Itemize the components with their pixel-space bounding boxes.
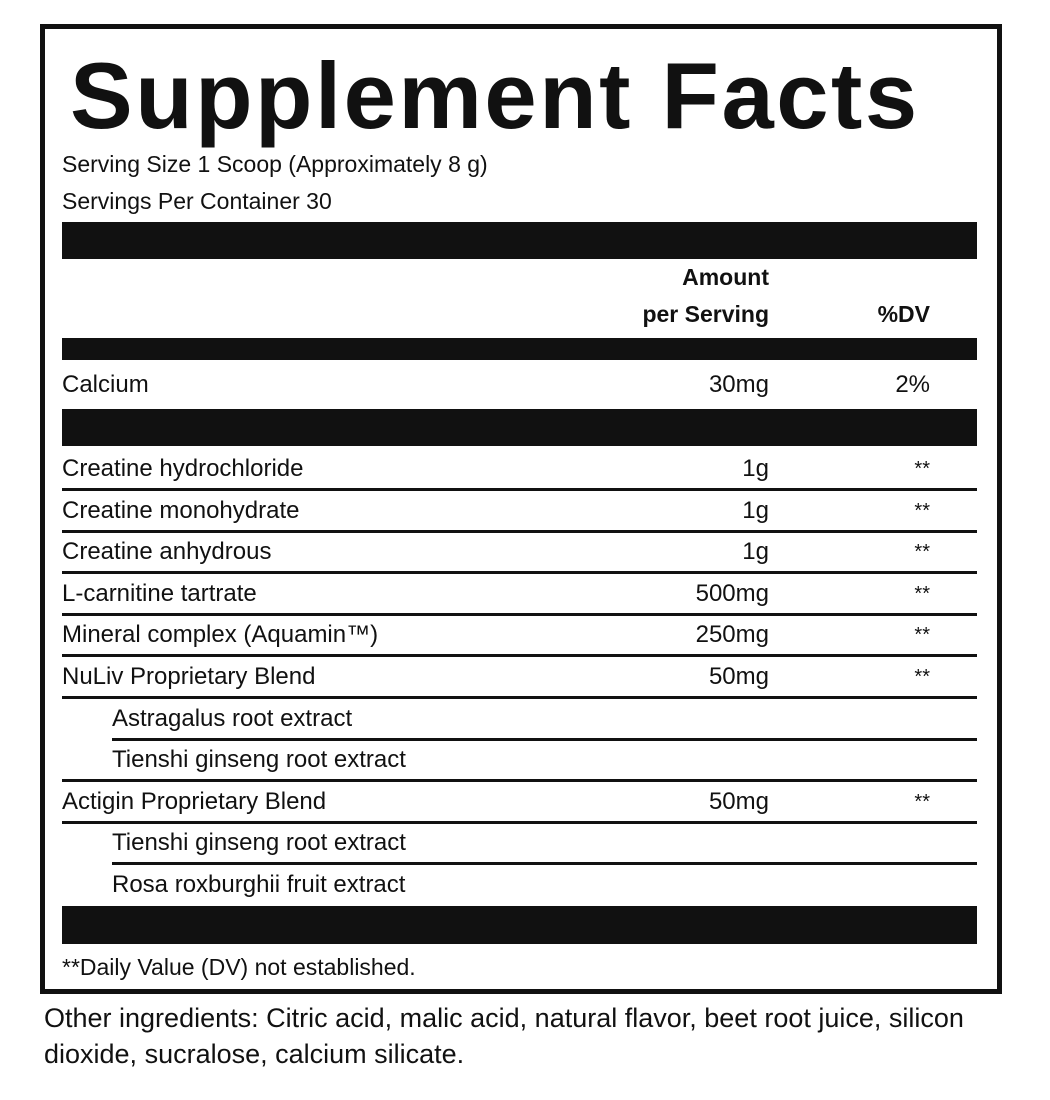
ingredient-dv: **	[914, 582, 930, 605]
ingredient-name: Actigin Proprietary Blend	[62, 787, 327, 815]
ingredient-amount: 50mg	[708, 787, 769, 815]
ingredient-dv: **	[914, 624, 930, 647]
ingredient-name: Rosa roxburghii fruit extract	[112, 871, 406, 898]
ingredient-row: Creatine monohydrate 1g **	[62, 491, 977, 533]
ingredient-row: Rosa roxburghii fruit extract	[62, 865, 977, 904]
ingredient-row: Tienshi ginseng root extract	[62, 823, 977, 866]
ingredient-amount: 1g	[742, 496, 769, 524]
serving-size: Serving Size 1 Scoop (Approximately 8 g)	[62, 151, 488, 177]
panel-title: Supplement Facts	[70, 43, 920, 148]
ingredient-row: Creatine hydrochloride 1g **	[62, 449, 977, 491]
ingredient-amount: 250mg	[695, 621, 769, 649]
vitamin-row: Calcium 30mg 2%	[62, 365, 977, 404]
ingredient-amount: 500mg	[695, 579, 769, 607]
footnote: **Daily Value (DV) not established.	[62, 954, 416, 980]
nutrient-name: Calcium	[62, 371, 149, 398]
ingredient-name: NuLiv Proprietary Blend	[62, 663, 316, 690]
ingredient-dv: **	[914, 458, 930, 480]
ingredient-row: Actigin Proprietary Blend 50mg **	[62, 782, 977, 824]
ingredient-row: Mineral complex (Aquamin™) 250mg **	[62, 615, 977, 658]
amount-header-line1: Amount	[682, 264, 769, 290]
ingredient-amount: 1g	[742, 538, 769, 566]
ingredient-dv: **	[914, 666, 930, 688]
amount-header-line2: per Serving	[642, 301, 769, 327]
ingredient-row: Astragalus root extract	[62, 699, 977, 741]
divider-bar	[62, 338, 977, 360]
divider-bar	[62, 906, 977, 944]
dv-header: %DV	[877, 301, 930, 327]
ingredient-name: Creatine hydrochloride	[62, 455, 304, 482]
divider-bar	[62, 409, 977, 446]
nutrient-dv: 2%	[895, 371, 930, 398]
ingredient-name: Mineral complex (Aquamin™)	[62, 621, 379, 649]
other-ingredients: Other ingredients: Citric acid, malic ac…	[44, 1003, 964, 1069]
ingredient-amount: 1g	[742, 455, 769, 482]
divider-bar	[62, 222, 977, 259]
ingredient-name: Astragalus root extract	[112, 704, 353, 732]
nutrient-amount: 30mg	[708, 371, 769, 398]
ingredient-name: Tienshi ginseng root extract	[112, 746, 406, 774]
ingredient-row: L-carnitine tartrate 500mg **	[62, 574, 977, 616]
ingredient-amount: 50mg	[708, 663, 769, 690]
ingredient-row: Creatine anhydrous 1g **	[62, 532, 977, 575]
ingredient-name: Creatine monohydrate	[62, 496, 300, 524]
ingredient-dv: **	[914, 541, 930, 564]
supplement-facts-panel: Supplement Facts Serving Size 1 Scoop (A…	[40, 24, 1002, 994]
ingredient-dv: **	[914, 790, 930, 813]
amount-header: Amount per Serving	[642, 259, 769, 333]
ingredient-name: L-carnitine tartrate	[62, 579, 257, 607]
ingredient-dv: **	[914, 499, 930, 522]
ingredient-name: Tienshi ginseng root extract	[112, 829, 406, 857]
ingredient-row: Tienshi ginseng root extract	[62, 740, 977, 783]
servings-per-container: Servings Per Container 30	[62, 188, 332, 214]
ingredient-name: Creatine anhydrous	[62, 538, 272, 566]
ingredient-row: NuLiv Proprietary Blend 50mg **	[62, 657, 977, 699]
